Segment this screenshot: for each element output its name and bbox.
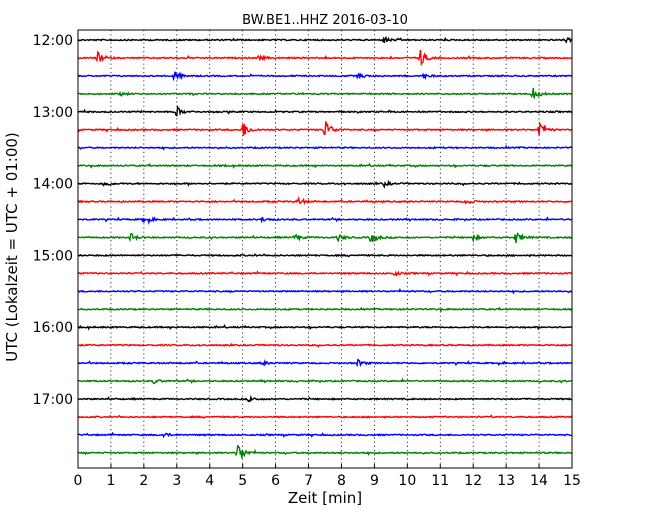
- trace-line-1415: [77, 195, 573, 206]
- trace-line-1700: [77, 394, 573, 403]
- trace-line-1615: [77, 342, 573, 348]
- x-tick-label: 5: [238, 473, 247, 489]
- x-tick-label: 14: [530, 473, 548, 489]
- x-axis: 0 1 2 3 4 5 6 7 8 9 10 11 12 13 14 15: [74, 464, 581, 489]
- y-tick-label: 15:00: [33, 248, 73, 264]
- trace-line-1200: [77, 36, 573, 44]
- x-tick-label: 10: [398, 473, 416, 489]
- minute-grid: [110, 30, 540, 468]
- x-tick-label: 4: [205, 473, 214, 489]
- trace-line-1445: [77, 231, 573, 244]
- y-tick-label: 17:00: [33, 392, 73, 408]
- trace-line-1545: [77, 306, 573, 313]
- y-tick-label: 14:00: [33, 177, 73, 193]
- trace-line-1730: [77, 431, 573, 439]
- trace-line-1330: [77, 145, 573, 151]
- x-tick-label: 2: [139, 473, 148, 489]
- trace-line-1300: [77, 105, 573, 117]
- trace-line-1215: [77, 49, 573, 67]
- trace-line-1245: [77, 87, 573, 99]
- x-tick-label: 11: [431, 473, 449, 489]
- x-axis-label: Zeit [min]: [288, 489, 362, 507]
- x-tick-label: 15: [563, 473, 581, 489]
- y-tick-label: 16:00: [33, 320, 73, 336]
- x-tick-label: 1: [106, 473, 115, 489]
- x-tick-label: 8: [337, 473, 346, 489]
- trace-line-1530: [77, 288, 573, 295]
- plot-frame: [77, 29, 573, 469]
- x-tick-label: 6: [271, 473, 280, 489]
- trace-line-1745: [77, 444, 573, 459]
- x-tick-label: 9: [370, 473, 379, 489]
- y-axis-label: UTC (Lokalzeit = UTC + 01:00): [3, 132, 21, 362]
- y-tick-label: 12:00: [33, 33, 73, 49]
- trace-line-1315: [77, 121, 573, 136]
- trace-line-1515: [77, 270, 573, 277]
- chart-title: BW.BE1..HHZ 2016-03-10: [242, 13, 408, 28]
- x-tick-label: 0: [74, 473, 83, 489]
- y-tick-label: 13:00: [33, 105, 73, 121]
- x-tick-label: 3: [172, 473, 181, 489]
- trace-line-1230: [77, 71, 573, 82]
- trace-line-1400: [77, 179, 573, 189]
- trace-line-1345: [77, 162, 573, 170]
- x-tick-label: 12: [464, 473, 482, 489]
- x-tick-label: 13: [497, 473, 515, 489]
- trace-line-1500: [77, 253, 573, 258]
- trace-line-1715: [77, 414, 573, 420]
- x-tick-label: 7: [304, 473, 313, 489]
- trace-line-1430: [77, 216, 573, 226]
- trace-line-1630: [77, 358, 573, 368]
- trace-line-1600: [77, 324, 573, 331]
- y-axis: 12:00 13:00 14:00 15:00 16:00 17:00: [33, 33, 82, 408]
- trace-line-1645: [77, 377, 573, 385]
- trace-area: [77, 36, 573, 459]
